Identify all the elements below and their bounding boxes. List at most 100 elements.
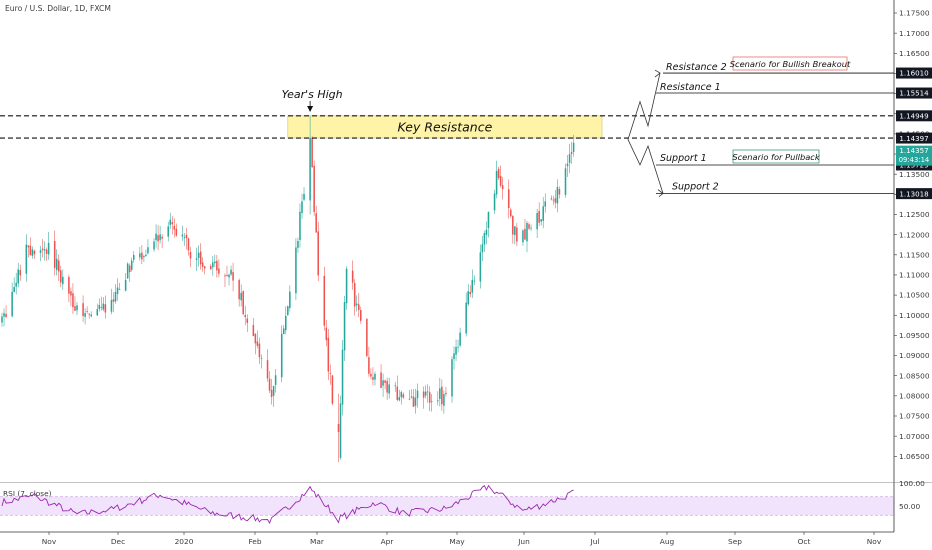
candle-body <box>130 260 133 270</box>
candle-body <box>1 316 3 323</box>
candle-body <box>329 373 332 374</box>
candle-body <box>256 341 259 346</box>
candle-body <box>339 403 342 458</box>
price-tick-label: 1.11000 <box>899 271 930 280</box>
price-tick-label: 1.07500 <box>899 412 930 421</box>
candle-body <box>311 138 313 168</box>
candle-body <box>86 311 88 312</box>
candle-body <box>495 170 498 195</box>
level-badge-value: 1.14397 <box>899 134 928 143</box>
last-price-badge <box>896 145 932 166</box>
rsi-title: RSI (7, close) <box>3 489 52 498</box>
candle-body <box>159 234 161 241</box>
candle-body <box>499 175 502 186</box>
candle-body <box>372 377 374 380</box>
candle-body <box>351 270 354 283</box>
candle-body <box>153 241 155 250</box>
candle-body <box>398 397 401 401</box>
level-badge <box>896 87 932 99</box>
candle-body <box>29 245 32 256</box>
candle-body <box>439 388 441 399</box>
candle-body <box>550 198 553 200</box>
candle-body <box>183 236 186 238</box>
candle-body <box>522 230 524 243</box>
candle-body <box>199 251 202 265</box>
candle-body <box>5 313 7 318</box>
time-tick-label: Mar <box>310 537 325 546</box>
candle-body <box>430 401 433 403</box>
candle-body <box>473 280 476 282</box>
time-tick-label: Nov <box>42 537 57 546</box>
price-tick-label: 1.09500 <box>899 331 930 340</box>
level-label: Resistance 1 <box>660 82 721 93</box>
candle-body <box>84 313 86 317</box>
candle-body <box>268 378 271 391</box>
years-high-label: Year's High <box>282 88 343 101</box>
candle-body <box>102 303 105 310</box>
candle-body <box>272 385 275 396</box>
candle-body <box>536 213 538 230</box>
candle-body <box>337 424 340 433</box>
candle-body <box>260 358 263 359</box>
candle-body <box>289 291 291 309</box>
time-tick-label: Aug <box>660 537 675 546</box>
candle-body <box>195 258 198 260</box>
candle-body <box>368 357 370 374</box>
candle-body <box>453 353 455 360</box>
pullback-arrow-head <box>657 189 664 197</box>
candle-body <box>62 276 64 285</box>
bullish-scenario-label: Scenario for Bullish Breakout <box>730 59 851 69</box>
candle-body <box>483 233 486 245</box>
candle-body <box>155 233 157 241</box>
candle-body <box>317 231 319 276</box>
candle-body <box>53 240 56 268</box>
candle-body <box>210 266 212 270</box>
candle-body <box>197 252 200 259</box>
candle-body <box>556 187 559 204</box>
candle-body <box>27 245 30 248</box>
candle-body <box>455 347 457 355</box>
years-high-arrow-icon <box>307 106 314 112</box>
time-tick-label: Sep <box>728 537 742 546</box>
candle-body <box>126 263 129 279</box>
key-resistance-label: Key Resistance <box>398 119 493 134</box>
candle-body <box>382 380 384 386</box>
price-tick-label: 1.07000 <box>899 432 930 441</box>
candle-body <box>451 359 453 397</box>
rsi-line <box>1 484 574 525</box>
candle-body <box>285 315 287 331</box>
candle-body <box>17 269 19 284</box>
candle-body <box>216 260 218 271</box>
candle-body <box>355 303 358 306</box>
candle-body <box>41 248 44 251</box>
candle-body <box>19 270 22 276</box>
candle-body <box>443 394 445 406</box>
candle-body <box>343 301 346 351</box>
candle-body <box>68 277 70 294</box>
price-tick-label: 1.08500 <box>899 371 930 380</box>
candle-body <box>74 306 76 311</box>
candle-body <box>469 291 472 295</box>
candle-body <box>201 262 204 267</box>
candle-body <box>282 328 285 334</box>
candle-body <box>353 283 356 307</box>
candle-body <box>400 392 403 398</box>
candle-body <box>516 227 518 242</box>
level-label: Support 2 <box>672 182 719 193</box>
candle-body <box>402 394 405 398</box>
candle-body <box>112 299 115 302</box>
candle-body <box>96 309 99 316</box>
candle-body <box>246 318 249 323</box>
candle-body <box>558 189 561 195</box>
price-tick-label: 1.06500 <box>899 452 930 461</box>
price-tick-label: 1.16500 <box>899 49 930 58</box>
candle-body <box>323 275 326 326</box>
candle-body <box>412 396 415 407</box>
level-badge <box>896 110 932 122</box>
candle-body <box>118 288 121 290</box>
candle-body <box>287 306 289 315</box>
candle-body <box>325 327 328 341</box>
candle-body <box>512 215 514 235</box>
